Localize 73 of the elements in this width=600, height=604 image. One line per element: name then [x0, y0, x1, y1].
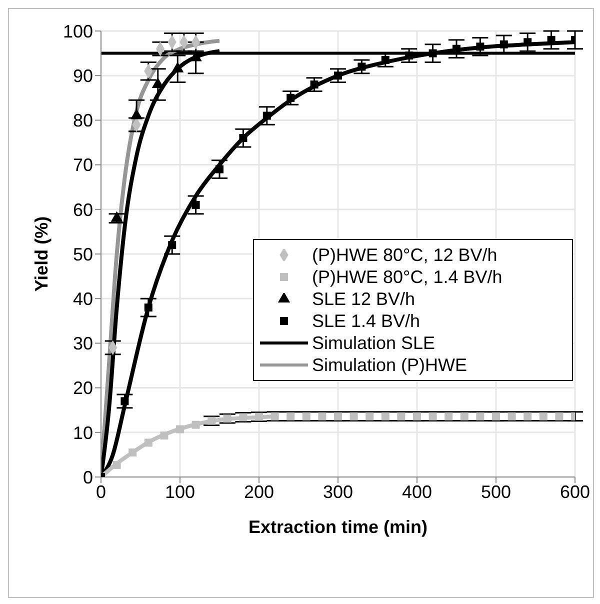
point — [168, 241, 176, 250]
point — [366, 412, 374, 420]
point — [192, 200, 200, 209]
legend-label: (P)HWE 80°C, 1.4 BV/h — [312, 266, 502, 288]
point — [428, 49, 437, 58]
x-axis-title: Extraction time (min) — [248, 517, 428, 537]
point — [262, 112, 271, 120]
y-tick-label: 30 — [72, 334, 93, 354]
x-tick-label: 0 — [96, 482, 106, 502]
y-tick-label: 90 — [72, 66, 93, 86]
point — [223, 414, 232, 423]
point — [555, 412, 564, 420]
x-tick-label: 300 — [322, 482, 354, 502]
y-tick-label: 60 — [72, 200, 93, 220]
point — [405, 52, 414, 60]
x-tick-label: 600 — [560, 482, 590, 502]
x-tick-label: 100 — [164, 482, 196, 502]
point — [452, 44, 460, 53]
legend-label: Simulation SLE — [312, 332, 436, 354]
y-tick-label: 50 — [72, 244, 93, 264]
y-tick-label: 10 — [72, 422, 93, 443]
point — [381, 412, 390, 420]
point — [302, 412, 310, 420]
point — [524, 412, 532, 420]
point — [286, 412, 295, 420]
legend-label: Simulation (P)HWE — [312, 354, 468, 376]
point — [286, 94, 295, 102]
point — [128, 448, 137, 456]
legend-label: (P)HWE 80°C, 12 BV/h — [312, 244, 498, 266]
y-tick-label: 70 — [72, 155, 93, 176]
point — [120, 397, 129, 406]
x-tick-label: 500 — [480, 482, 512, 502]
x-tick-label: 400 — [402, 482, 432, 502]
point — [358, 62, 366, 71]
x-tick-label: 200 — [244, 482, 274, 502]
point — [460, 412, 468, 420]
point — [208, 416, 216, 425]
point — [310, 80, 318, 89]
point — [476, 412, 484, 420]
y-tick-label: 0 — [82, 467, 93, 488]
point — [144, 438, 152, 447]
point — [539, 412, 548, 420]
point — [381, 56, 390, 64]
point — [112, 460, 121, 469]
point — [524, 38, 532, 46]
y-tick-label: 80 — [72, 110, 93, 131]
point — [350, 412, 358, 420]
point — [216, 165, 224, 174]
point — [334, 72, 342, 80]
point — [334, 412, 342, 420]
point — [144, 304, 152, 312]
point — [476, 42, 484, 51]
point — [413, 412, 421, 420]
point — [444, 412, 453, 420]
point — [176, 425, 184, 434]
point — [500, 40, 508, 48]
point — [318, 412, 326, 420]
legend-label: SLE 12 BV/h — [312, 288, 416, 310]
y-tick-label: 40 — [72, 288, 93, 309]
point — [492, 412, 500, 420]
point — [255, 412, 263, 421]
point — [428, 412, 437, 420]
point — [192, 420, 200, 429]
point — [508, 412, 516, 420]
y-tick-label: 100 — [62, 21, 93, 42]
y-axis-title: Yield (%) — [31, 216, 52, 292]
point — [270, 412, 279, 420]
legend-label: SLE 1.4 BV/h — [312, 310, 420, 332]
point — [239, 134, 248, 142]
point — [239, 413, 248, 422]
point — [160, 432, 168, 440]
point — [397, 412, 406, 420]
y-tick-label: 20 — [72, 378, 93, 398]
